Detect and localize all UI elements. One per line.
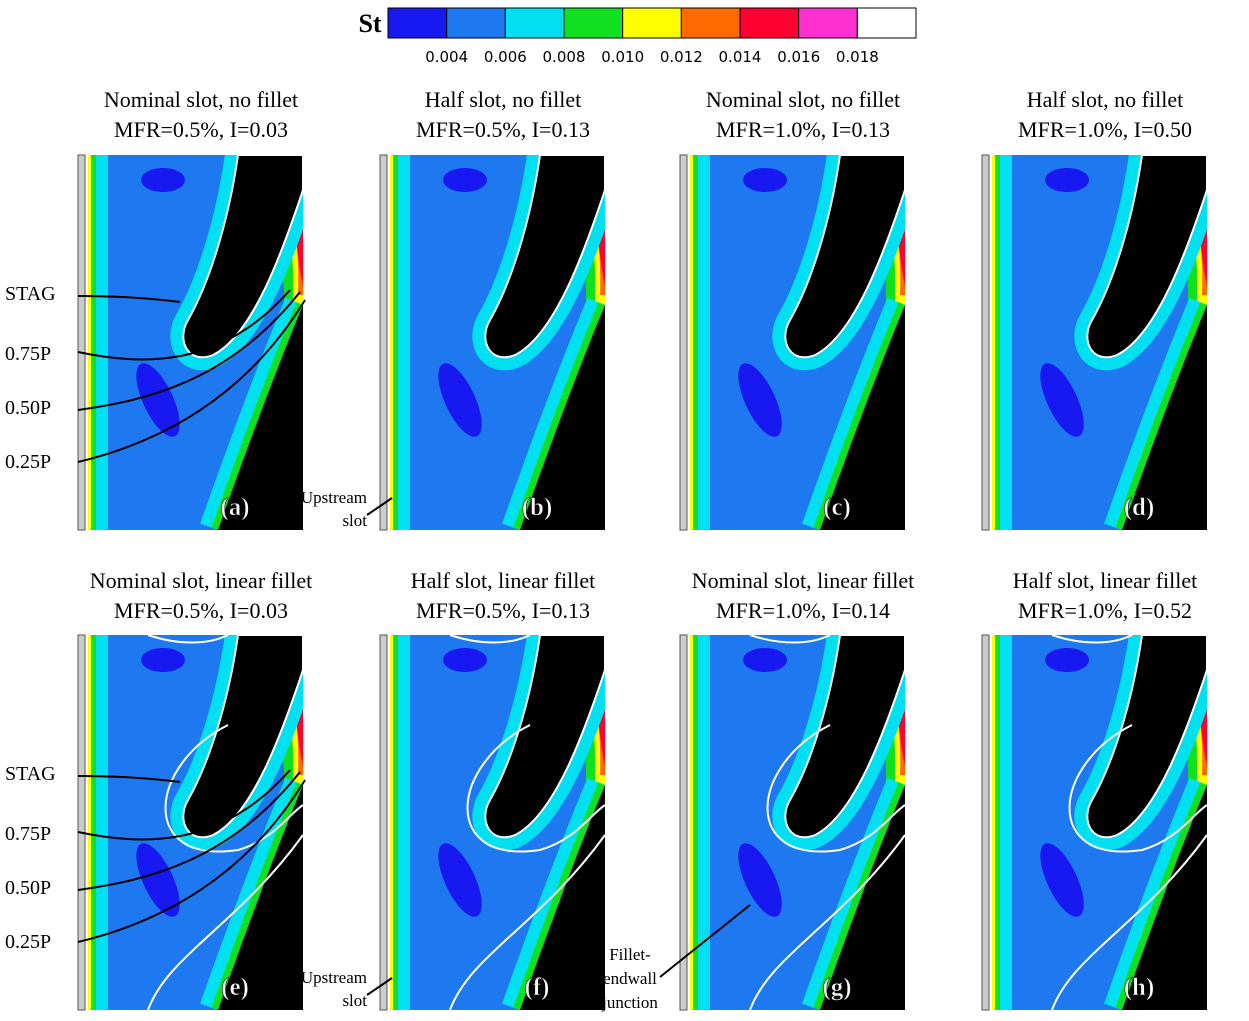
endwall-edge: [379, 634, 388, 1011]
panel-letter: (h): [1124, 974, 1155, 1001]
colorbar-swatch: [739, 7, 800, 39]
colorbar-tick-label: 0.016: [777, 48, 820, 66]
panel-title: MFR=1.0%, I=0.13: [716, 117, 890, 142]
colorbar-tick-label: 0.012: [660, 48, 703, 66]
panel-title: Nominal slot, linear fillet: [90, 568, 312, 593]
streamline-label: 0.75P: [5, 823, 51, 845]
streamline-label: STAG: [5, 763, 56, 785]
endwall-edge: [77, 154, 86, 531]
contour-plot: [690, 155, 905, 530]
endwall-edge: [679, 634, 688, 1011]
panel-letter: (e): [221, 974, 249, 1001]
panel-title: MFR=1.0%, I=0.52: [1018, 598, 1192, 623]
streamline-label: 0.50P: [5, 877, 51, 899]
colorbar: 0.004 0.006 0.008 0.010 0.012 0.014 0.016 0.018: [387, 7, 917, 66]
colorbar-tick-label: 0.004: [425, 48, 468, 66]
fillet-junction-label: endwall: [603, 969, 657, 988]
colorbar-tick-label: 0.006: [484, 48, 527, 66]
panel-title: Nominal slot, no fillet: [104, 87, 298, 112]
upstream-slot-label: slot: [342, 991, 367, 1010]
endwall-edge: [981, 154, 990, 531]
contour-plot: [992, 635, 1207, 1010]
legend-label: St: [358, 9, 381, 38]
fillet-junction-label: junction: [601, 993, 658, 1012]
colorbar-swatch: [387, 7, 448, 39]
panel-title: MFR=0.5%, I=0.13: [416, 598, 590, 623]
panel-letter: (d): [1124, 494, 1155, 521]
panel-letter: (a): [220, 494, 249, 521]
colorbar-swatch: [798, 7, 858, 39]
contour-plot: [88, 635, 303, 1010]
panel-title: Half slot, no fillet: [425, 87, 581, 112]
colorbar-tick-label: 0.018: [836, 48, 879, 66]
upstream-slot-label: slot: [342, 511, 367, 530]
colorbar-swatch: [504, 7, 565, 39]
colorbar-swatch: [856, 7, 917, 39]
panel-title: Half slot, linear fillet: [1013, 568, 1198, 593]
contour-plot: [690, 635, 905, 1010]
contour-plot: [992, 155, 1207, 530]
endwall-edge: [981, 634, 990, 1011]
contour-plot: [390, 635, 605, 1010]
panel-title: MFR=1.0%, I=0.50: [1018, 117, 1192, 142]
panels: Nominal slot, no fillet MFR=0.5%, I=0.03 (…: [77, 87, 1207, 1011]
colorbar-swatch: [622, 7, 682, 39]
panel-title: Nominal slot, no fillet: [706, 87, 900, 112]
annotations: STAG STAG 0.75P 0.75P 0.50P 0.50P 0.25P 0.25P Up…: [5, 283, 658, 1012]
panel-letter: (b): [522, 494, 553, 521]
colorbar-swatch: [446, 7, 506, 39]
panel-letter: (f): [525, 974, 550, 1001]
streamline-annotations: [77, 289, 751, 996]
panel-title: MFR=0.5%, I=0.03: [114, 598, 288, 623]
streamline-label: STAG: [5, 283, 56, 305]
upstream-slot-label: Upstream: [301, 968, 367, 987]
panel-letter: (g): [822, 974, 851, 1001]
colorbar-swatch: [563, 7, 624, 39]
streamline-label: 0.75P: [5, 343, 51, 365]
streamline-label: 0.25P: [5, 931, 51, 953]
colorbar-tick-label: 0.008: [543, 48, 586, 66]
contour-plot: [88, 155, 303, 530]
panel-title: Half slot, no fillet: [1027, 87, 1183, 112]
endwall-edge: [379, 154, 388, 531]
panel-letter: (c): [823, 494, 851, 521]
streamline-label: 0.50P: [5, 397, 51, 419]
endwall-edge: [679, 154, 688, 531]
panel-title: Half slot, linear fillet: [411, 568, 596, 593]
colorbar-tick-label: 0.014: [719, 48, 762, 66]
upstream-slot-label: Upstream: [301, 488, 367, 507]
panel-title: MFR=0.5%, I=0.13: [416, 117, 590, 142]
endwall-edge: [77, 634, 86, 1011]
colorbar-tick-label: 0.010: [601, 48, 644, 66]
panel-title: MFR=0.5%, I=0.03: [114, 117, 288, 142]
streamline-label: 0.25P: [5, 451, 51, 473]
panel-title: MFR=1.0%, I=0.14: [716, 598, 890, 623]
contour-plot: [390, 155, 605, 530]
panel-title: Nominal slot, linear fillet: [692, 568, 914, 593]
fillet-junction-label: Fillet-: [609, 945, 651, 964]
colorbar-swatch: [680, 7, 741, 39]
